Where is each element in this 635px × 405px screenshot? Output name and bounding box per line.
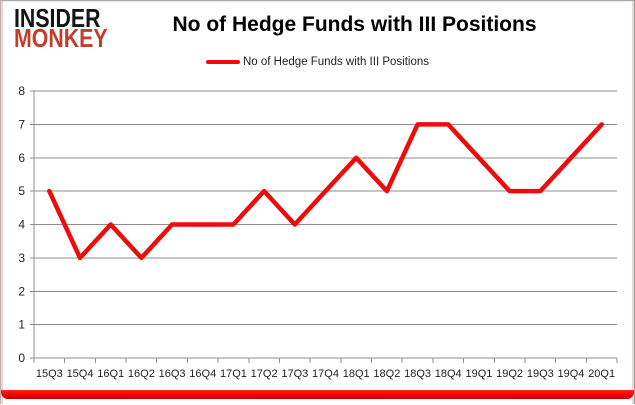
y-tick-label: 1 (18, 318, 25, 332)
x-tick-label: 20Q1 (588, 368, 615, 380)
y-tick-label: 8 (18, 84, 25, 98)
y-tick-label: 7 (18, 117, 25, 131)
x-tick-label: 18Q3 (404, 368, 431, 380)
y-tick-label: 5 (18, 184, 25, 198)
y-tick-label: 0 (18, 351, 25, 365)
x-tick-label: 18Q4 (435, 368, 462, 380)
x-tick-label: 17Q4 (312, 368, 339, 380)
x-tick-label: 17Q2 (251, 368, 278, 380)
legend-label: No of Hedge Funds with III Positions (242, 56, 429, 68)
x-tick-label: 19Q2 (496, 368, 523, 380)
chart-title: No of Hedge Funds with III Positions (172, 13, 537, 36)
bottom-red-bar (1, 390, 634, 399)
x-tick-label: 19Q1 (465, 368, 492, 380)
legend: No of Hedge Funds with III Positions (1, 56, 634, 68)
x-tick-label: 19Q4 (558, 368, 585, 380)
x-tick-label: 17Q1 (220, 368, 247, 380)
y-tick-label: 6 (18, 151, 25, 165)
y-tick-label: 2 (18, 284, 25, 298)
insider-monkey-logo: INSIDER MONKEY (14, 3, 108, 53)
x-tick-label: 16Q3 (159, 368, 186, 380)
legend-line-swatch (205, 60, 240, 64)
series-line (47, 122, 604, 261)
x-tick-label: 16Q4 (189, 368, 216, 380)
y-tick-label: 3 (18, 251, 25, 265)
logo-monkey-text: MONKEY (14, 23, 108, 53)
x-tick-label: 16Q1 (97, 368, 124, 380)
logo-insider-text: INSIDER (14, 3, 101, 33)
x-tick-label: 19Q3 (527, 368, 554, 380)
x-tick-label: 15Q4 (67, 368, 94, 380)
x-tick-label: 15Q3 (36, 368, 63, 380)
x-tick-label: 18Q1 (343, 368, 370, 380)
x-tick-label: 17Q3 (281, 368, 308, 380)
y-tick-label: 4 (18, 218, 25, 232)
x-tick-label: 16Q2 (128, 368, 155, 380)
x-tick-label: 18Q2 (373, 368, 400, 380)
